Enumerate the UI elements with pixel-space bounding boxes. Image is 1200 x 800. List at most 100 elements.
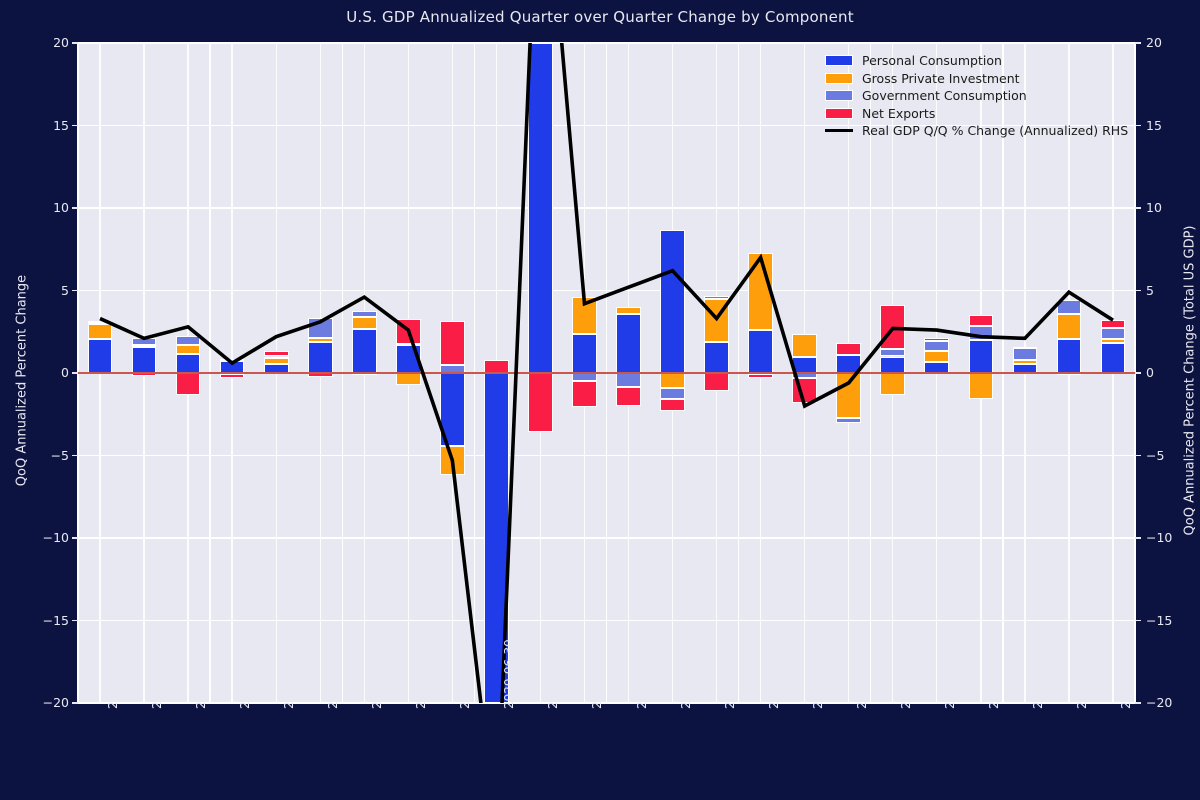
zero-line [78,372,1135,374]
x-axis-tick-label: 2023-03-31 [986,639,1001,709]
y-axis-label-right: QoQ Annualized Percent Change (Total US … [1182,225,1198,536]
gdp-line [99,43,1114,703]
y-axis-tick-mark [1135,454,1141,457]
y-axis-tick-label: 20 [1146,35,1162,50]
bar-segment [351,311,377,317]
legend-item-label: Government Consumption [862,88,1027,104]
bar-segment [1100,339,1126,344]
x-axis-tick-label: 2020-03-31 [458,639,473,709]
y-axis-label-left: QoQ Annualized Percent Change [14,274,30,487]
bar-segment [1056,313,1082,340]
legend-color-swatch [825,55,853,67]
y-axis-tick-mark [1135,42,1141,44]
bar-segment [572,334,597,373]
bar-segment [880,349,906,357]
bar-segment [528,43,553,373]
y-axis-tick-mark [1135,702,1141,704]
legend-item[interactable]: Personal Consumption [825,52,1128,70]
bar-segment [1100,343,1126,373]
y-axis-tick-label: −15 [42,612,69,628]
y-axis-tick-mark [72,289,78,292]
x-axis-tick-label: 2019-09-30 [370,639,385,709]
legend: Personal Consumption Gross Private Invest… [825,52,1128,140]
y-axis-tick-label: −5 [50,447,69,463]
y-axis-tick-label: 5 [61,282,69,298]
legend-item-label: Gross Private Investment [862,70,1020,86]
bar-segment [924,340,950,351]
x-axis-tick-label: 2022-09-30 [898,639,913,709]
x-axis-tick-label: 2019-06-30 [326,639,341,709]
bar-segment [616,387,641,406]
x-axis-tick-label: 2021-09-30 [722,639,737,709]
y-axis-tick-mark [1135,207,1141,209]
bar-segment [968,373,994,400]
x-axis-tick-label: 2018-03-31 [106,639,121,709]
y-axis-tick-label: 0 [61,365,69,380]
bar-segment [968,315,994,326]
bar-segment [836,417,862,424]
y-axis-tick-mark [72,454,78,457]
bar-segment [175,344,201,354]
bar-segment [660,399,685,411]
y-axis-tick-label: −10 [42,530,69,545]
gdp-line-path [99,43,1114,703]
y-axis-tick-mark [1135,372,1141,374]
bar-segment [572,381,597,407]
y-axis-tick-mark [1135,537,1141,539]
y-axis-tick-label: −15 [1146,612,1173,628]
bar-segment [219,373,245,378]
x-axis-tick-label: 2023-06-30 [1030,639,1045,709]
bar-segment [748,373,773,378]
y-axis-tick-label: 10 [53,200,69,215]
y-axis-tick-mark [72,619,78,622]
legend-item[interactable]: Net Exports [825,105,1128,123]
y-axis-tick-label: −5 [1146,447,1165,463]
bar-segment [836,343,862,355]
x-axis-tick-label: 2020-06-30 [502,639,517,709]
bar-segment [1100,320,1126,328]
bar-segment [660,387,685,400]
legend-item-label: Real GDP Q/Q % Change (Annualized) RHS [862,123,1129,139]
bar-segment [1012,346,1038,349]
y-axis-tick-mark [1135,289,1141,292]
y-axis-tick-label: 0 [1146,365,1154,380]
bar-segment [1056,339,1082,373]
y-axis-tick-label: −10 [1146,530,1173,545]
bar-segment [87,339,113,373]
bar-segment [660,230,685,373]
y-axis-tick-mark [72,537,78,539]
bar-segment [792,334,817,358]
bar-segment [616,307,641,315]
y-axis-tick-label: 15 [53,117,69,133]
y-axis-tick-label: 5 [1146,282,1154,298]
bar-segment [131,347,157,373]
legend-item[interactable]: Real GDP Q/Q % Change (Annualized) RHS [825,122,1128,140]
legend-color-swatch [825,72,853,84]
legend-line-swatch [825,129,853,133]
x-axis-tick-label: 2021-12-31 [766,639,781,709]
x-axis-tick-label: 2018-06-30 [150,639,165,709]
bar-segment [572,297,597,335]
x-axis-tick-label: 2022-06-30 [854,639,869,709]
bar-segment [924,338,950,341]
bar-segment [307,337,333,343]
y-axis-tick-mark [72,372,78,374]
bar-segment [924,350,950,363]
legend-item[interactable]: Government Consumption [825,87,1128,105]
x-axis-tick-label: 2018-12-31 [238,639,253,709]
x-axis-tick-label: 2018-09-30 [194,639,209,709]
y-axis-tick-mark [72,124,78,127]
legend-color-swatch [825,107,853,119]
x-axis-tick-label: 2021-06-30 [678,639,693,709]
legend-color-swatch [825,90,853,102]
x-axis-tick-label: 2019-03-31 [282,639,297,709]
y-axis-tick-mark [72,702,78,704]
y-axis-tick-label: 10 [1146,200,1162,215]
y-axis-tick-mark [1135,619,1141,622]
x-axis-tick-label: 2023-12-31 [1118,639,1133,709]
x-axis-tick-label: 2020-09-30 [546,639,561,709]
bar-segment [263,350,289,357]
y-axis-tick-mark [72,207,78,209]
legend-item[interactable]: Gross Private Investment [825,70,1128,88]
